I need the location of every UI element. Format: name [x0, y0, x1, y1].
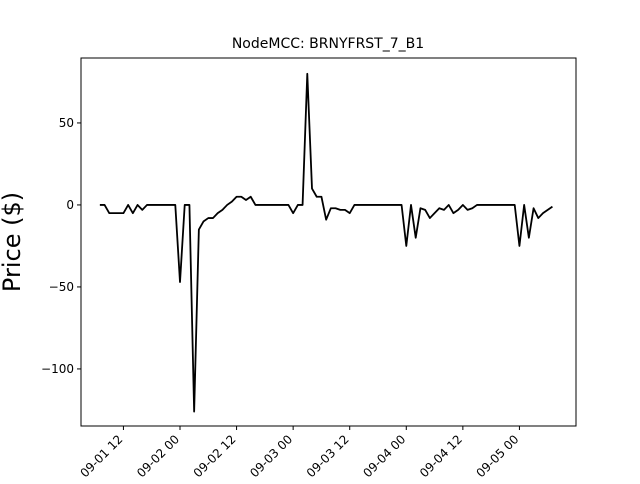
x-tick-label: 09-04 00	[360, 432, 408, 480]
axes-frame	[80, 57, 577, 427]
y-tick-label: −100	[41, 362, 74, 376]
x-tick-label: 09-02 00	[134, 432, 182, 480]
y-tick-label: 0	[66, 198, 74, 212]
chart-title: NodeMCC: BRNYFRST_7_B1	[232, 36, 424, 52]
x-tick-label: 09-02 12	[191, 432, 239, 480]
x-tick-label: 09-03 12	[304, 432, 352, 480]
y-axis-label: Price ($)	[0, 192, 26, 292]
x-tick-label: 09-03 00	[247, 432, 295, 480]
x-tick-label: 09-04 12	[417, 432, 465, 480]
x-tick-label: 09-05 00	[473, 432, 521, 480]
y-tick-label: 50	[59, 116, 74, 130]
y-tick-label: −50	[49, 280, 74, 294]
price-line	[99, 72, 553, 413]
x-tick-label: 09-01 12	[77, 432, 125, 480]
